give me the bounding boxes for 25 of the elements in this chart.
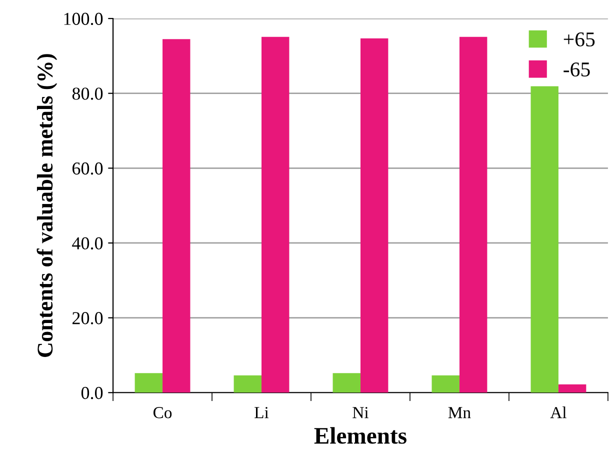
y-tick-label: 100.0: [64, 12, 103, 26]
x-tick-label: Co: [153, 407, 172, 418]
bar: [432, 375, 460, 393]
bar: [459, 36, 488, 393]
bar: [134, 373, 163, 393]
bar: [332, 373, 360, 393]
y-tick-label: 40.0: [72, 237, 103, 250]
x-tick-label: Ni: [352, 407, 369, 418]
bar: [360, 38, 388, 393]
bar: [262, 36, 290, 393]
x-tick-label: Mn: [448, 407, 471, 418]
bar: [162, 39, 190, 393]
y-axis-title: Contents of valuable metals (%): [36, 54, 58, 357]
y-tick-label: 60.0: [72, 162, 103, 175]
legend-label: -65: [564, 62, 590, 76]
y-tick-label: 80.0: [72, 88, 103, 100]
legend-label: +65: [564, 32, 595, 46]
x-tick-label: Li: [254, 407, 269, 418]
bar: [530, 86, 558, 393]
y-tick-label: 0.0: [81, 386, 103, 400]
bar: [558, 384, 586, 393]
bar: [234, 375, 262, 393]
x-tick-label: Al: [550, 406, 566, 418]
y-tick-label: 20.0: [72, 312, 103, 324]
x-axis-title: Elements: [314, 427, 406, 444]
